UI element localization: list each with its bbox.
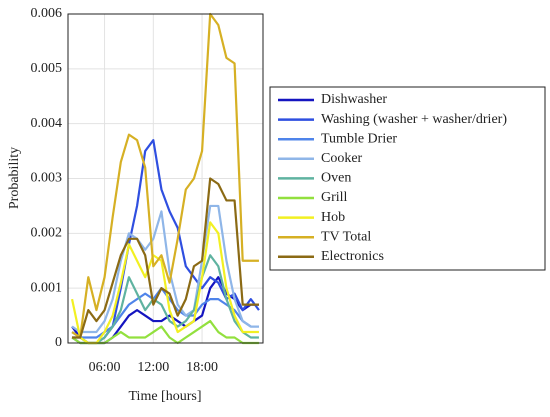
legend-box [269, 86, 546, 271]
legend-label: Grill [321, 190, 348, 205]
series-line [70, 221, 259, 345]
x-tick-label: 06:00 [89, 360, 121, 375]
series-line [71, 12, 259, 339]
legend-label: Tumble Drier [321, 131, 397, 146]
y-tick-label: 0.002 [31, 226, 63, 241]
axes-box [67, 13, 264, 344]
y-tick-label: 0.005 [31, 61, 63, 76]
y-tick-label: 0.003 [31, 171, 63, 186]
x-axis-label: Time [hours] [129, 389, 202, 404]
series-line [72, 177, 259, 339]
x-tick-label: 12:00 [137, 360, 169, 375]
y-axis-label: Probability [7, 147, 22, 209]
legend-label: Hob [321, 210, 345, 225]
legend-label: Cooker [321, 151, 363, 166]
legend-label: Dishwasher [321, 92, 387, 107]
legend-label: Washing (washer + washer/drier) [321, 112, 507, 127]
y-tick-label: 0.001 [31, 280, 63, 295]
y-tick-label: 0 [55, 335, 62, 350]
y-tick-label: 0.004 [31, 116, 63, 131]
legend-label: Oven [321, 171, 351, 186]
x-tick-label: 18:00 [186, 360, 218, 375]
y-tick-label: 0.006 [31, 6, 63, 21]
legend-label: TV Total [321, 229, 371, 244]
legend-label: Electronics [321, 249, 384, 264]
series-line [72, 254, 259, 345]
series-line [71, 204, 259, 334]
